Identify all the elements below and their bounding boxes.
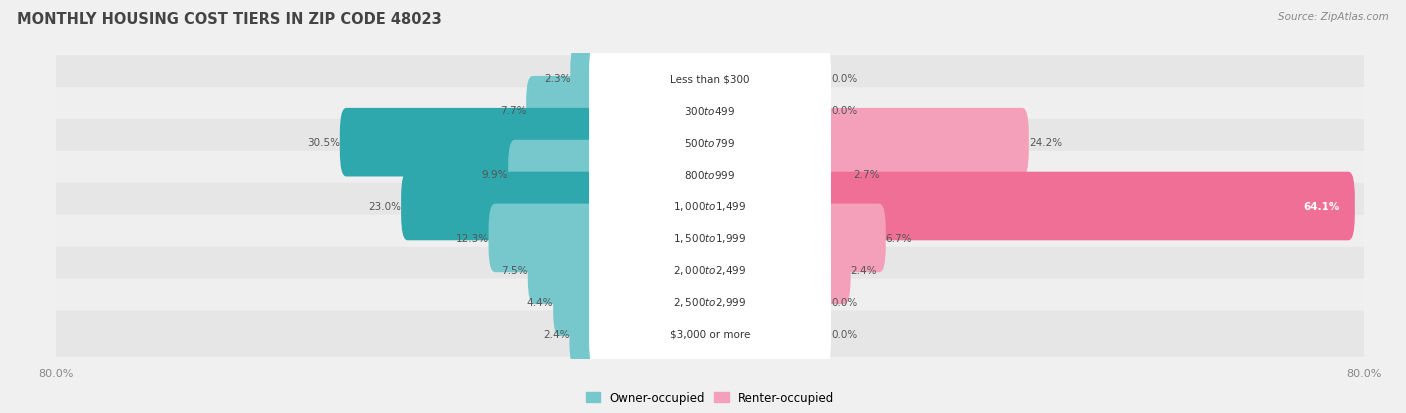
FancyBboxPatch shape [45,56,1375,102]
Text: $800 to $999: $800 to $999 [685,169,735,180]
FancyBboxPatch shape [818,140,853,209]
FancyBboxPatch shape [589,77,831,145]
FancyBboxPatch shape [589,45,831,114]
FancyBboxPatch shape [589,268,831,336]
Text: 23.0%: 23.0% [368,202,401,211]
FancyBboxPatch shape [45,183,1375,230]
Text: 0.0%: 0.0% [831,106,858,116]
Text: 12.3%: 12.3% [456,233,488,243]
Text: 0.0%: 0.0% [831,74,858,84]
FancyBboxPatch shape [569,299,602,368]
Text: 7.7%: 7.7% [499,106,526,116]
FancyBboxPatch shape [589,299,831,368]
FancyBboxPatch shape [401,172,602,241]
FancyBboxPatch shape [818,109,1029,177]
Text: $3,000 or more: $3,000 or more [669,329,751,339]
Text: 2.4%: 2.4% [851,265,877,275]
FancyBboxPatch shape [45,152,1375,198]
Text: 2.3%: 2.3% [544,74,571,84]
Text: $1,500 to $1,999: $1,500 to $1,999 [673,232,747,245]
FancyBboxPatch shape [818,172,1355,241]
Text: $2,000 to $2,499: $2,000 to $2,499 [673,263,747,277]
FancyBboxPatch shape [818,204,886,273]
Text: $500 to $799: $500 to $799 [685,137,735,149]
Text: 24.2%: 24.2% [1029,138,1062,148]
FancyBboxPatch shape [527,236,602,304]
Text: 6.7%: 6.7% [886,233,912,243]
Text: 7.5%: 7.5% [502,265,527,275]
Text: 4.4%: 4.4% [527,297,553,307]
FancyBboxPatch shape [45,88,1375,134]
Text: $2,500 to $2,999: $2,500 to $2,999 [673,296,747,309]
Text: MONTHLY HOUSING COST TIERS IN ZIP CODE 48023: MONTHLY HOUSING COST TIERS IN ZIP CODE 4… [17,12,441,27]
FancyBboxPatch shape [553,268,602,336]
Legend: Owner-occupied, Renter-occupied: Owner-occupied, Renter-occupied [581,386,839,408]
Text: $1,000 to $1,499: $1,000 to $1,499 [673,200,747,213]
Text: $300 to $499: $300 to $499 [685,105,735,117]
FancyBboxPatch shape [45,120,1375,166]
FancyBboxPatch shape [589,109,831,177]
Text: 64.1%: 64.1% [1303,202,1340,211]
Text: 9.9%: 9.9% [482,170,508,180]
Text: 30.5%: 30.5% [307,138,340,148]
FancyBboxPatch shape [45,215,1375,261]
FancyBboxPatch shape [589,236,831,304]
FancyBboxPatch shape [340,109,602,177]
FancyBboxPatch shape [526,77,602,145]
Text: 0.0%: 0.0% [831,297,858,307]
Text: 2.4%: 2.4% [543,329,569,339]
FancyBboxPatch shape [589,204,831,273]
Text: Source: ZipAtlas.com: Source: ZipAtlas.com [1278,12,1389,22]
FancyBboxPatch shape [571,45,602,114]
Text: 0.0%: 0.0% [831,329,858,339]
FancyBboxPatch shape [589,172,831,241]
FancyBboxPatch shape [488,204,602,273]
Text: 2.7%: 2.7% [853,170,880,180]
FancyBboxPatch shape [508,140,602,209]
FancyBboxPatch shape [589,140,831,209]
FancyBboxPatch shape [45,311,1375,357]
FancyBboxPatch shape [45,279,1375,325]
FancyBboxPatch shape [45,247,1375,293]
Text: Less than $300: Less than $300 [671,74,749,84]
FancyBboxPatch shape [818,236,851,304]
